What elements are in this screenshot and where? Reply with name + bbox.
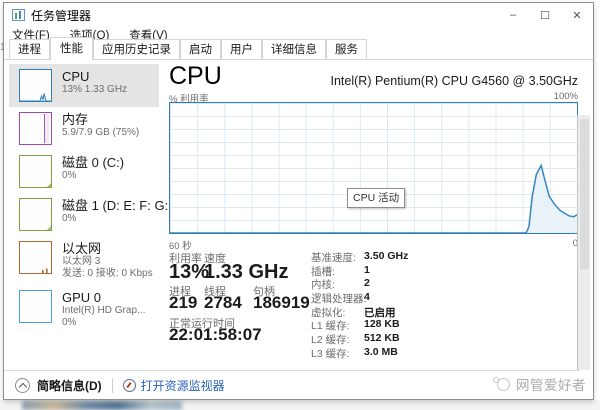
window-title: 任务管理器 (31, 8, 92, 23)
sidebar-item-subline: 0% (62, 317, 77, 328)
graph-y-axis-label: % 利用率 (169, 94, 209, 105)
page-artifact-digit: 1 (0, 42, 6, 53)
cpu-detail-pane: CPU Intel(R) Pentium(R) CPU G4560 @ 3.50… (159, 60, 582, 370)
tab-4[interactable]: 用户 (221, 39, 262, 59)
task-manager-app-icon (12, 9, 25, 21)
cpu-usage-curve (170, 163, 577, 233)
sidebar-item-3[interactable]: 磁盘 1 (D: E: F: G: 0% (9, 193, 169, 236)
cpu-model-text: Intel(R) Pentium(R) CPU G4560 @ 3.50GHz (330, 74, 579, 88)
collapse-details-button[interactable]: 简略信息(D) (37, 378, 102, 393)
stat-label-threads: 线程 (204, 286, 226, 298)
tab-5[interactable]: 详细信息 (262, 39, 326, 59)
spec-row-2: 内核: 2 (311, 277, 370, 292)
pane-title: CPU (169, 62, 222, 90)
graph-tooltip: CPU 活动 (347, 188, 406, 208)
stat-value-handles: 186919 (253, 293, 310, 312)
stat-label-speed: 速度 (204, 253, 226, 265)
minimize-button[interactable]: – (509, 9, 517, 21)
watermark-text: 网管爱好者 (516, 378, 586, 393)
spec-row-3: 逻辑处理器: 4 (311, 291, 370, 306)
stat-label-handles: 句柄 (253, 286, 275, 298)
sidebar-item-0[interactable]: CPU 13% 1.33 GHz (9, 64, 159, 107)
sidebar-item-subline: 0% (62, 170, 77, 181)
spec-row-1: 插槽: 1 (311, 263, 370, 278)
stat-value-speed: 1.33 GHz (204, 261, 289, 283)
sidebar-item-subline: Intel(R) HD Grap... (62, 305, 146, 316)
mini-graph-thumbnail (19, 69, 52, 102)
status-bar: 简略信息(D) 打开资源监视器 (4, 370, 580, 399)
sidebar-item-5[interactable]: GPU 0 Intel(R) HD Grap... 0% (9, 285, 159, 334)
task-manager-window: 任务管理器 – ☐ ✕ 文件(F) 选项(O) 查看(V) 进程 性能 应用历史记录 启动… (3, 2, 594, 400)
sidebar-item-subline: 发送: 0 接收: 0 Kbps (62, 268, 153, 279)
sidebar-item-subline: 5.9/7.9 GB (75%) (62, 127, 140, 138)
stat-label-processes: 进程 (169, 286, 191, 298)
graph-y-max-label: 100% (553, 91, 578, 102)
sidebar-item-2[interactable]: 磁盘 0 (C:) 0% (9, 150, 159, 193)
title-bar[interactable]: 任务管理器 – ☐ ✕ (4, 3, 593, 27)
vertical-scrollbar[interactable] (577, 115, 590, 370)
mini-graph-thumbnail (19, 198, 52, 231)
mini-graph-thumbnail (19, 290, 52, 323)
sidebar-item-title: 内存 (62, 112, 89, 127)
sidebar-item-title: 磁盘 0 (C:) (62, 155, 125, 170)
spec-row-7: L3 缓存: 3.0 MB (311, 345, 398, 360)
sidebar-item-1[interactable]: 内存 5.9/7.9 GB (75%) (9, 107, 159, 150)
performance-tab-content: CPU 13% 1.33 GHz 内存 5.9/7.9 GB (75%) 磁盘 0 … (4, 60, 593, 370)
mini-graph-thumbnail (19, 155, 52, 188)
stat-value-threads: 2784 (204, 293, 242, 312)
cpu-usage-graph[interactable]: CPU 活动 (169, 102, 578, 234)
cpu-spec-list: 基准速度: 3.50 GHz 插槽: 1 内核: 2 逻辑处理器: 4 虚拟化: 已启用 L1 缓存… (311, 250, 408, 360)
resource-monitor-icon (122, 378, 136, 392)
performance-sidebar: CPU 13% 1.33 GHz 内存 5.9/7.9 GB (75%) 磁盘 0 … (9, 60, 169, 370)
sidebar-item-title: CPU (62, 69, 90, 84)
mini-graph-thumbnail (19, 241, 52, 274)
watermark-logo-icon (493, 376, 510, 392)
desktop-background-strip (0, 400, 600, 410)
tab-6[interactable]: 服务 (326, 39, 367, 59)
watermark: 网管爱好者 (493, 374, 586, 394)
tab-strip: 进程 性能 应用历史记录 启动 用户 详细信息 服务 (4, 37, 593, 60)
sidebar-item-title: 磁盘 1 (D: E: F: G: (62, 198, 169, 213)
stat-value-uptime: 22:01:58:07 (169, 325, 262, 344)
close-button[interactable]: ✕ (572, 9, 582, 22)
sidebar-item-title: 以太网 (62, 241, 102, 256)
open-resource-monitor-link[interactable]: 打开资源监视器 (140, 378, 225, 393)
footer-separator (111, 377, 113, 393)
stat-label-uptime: 正常运行时间 (169, 318, 235, 330)
sidebar-item-4[interactable]: 以太网 以太网 3 发送: 0 接收: 0 Kbps (9, 236, 159, 285)
graph-x-right-label: 0 (572, 238, 578, 249)
desktop-wallpaper-fragment (22, 401, 182, 410)
tab-2[interactable]: 应用历史记录 (93, 39, 180, 59)
scrollbar-thumb[interactable] (580, 119, 589, 269)
window-controls: – ☐ ✕ (497, 3, 593, 27)
tab-3[interactable]: 启动 (180, 39, 221, 59)
stat-label-utilization: 利用率 (169, 253, 202, 265)
stat-value-utilization: 13% (169, 261, 210, 283)
stat-value-processes: 219 (169, 293, 198, 312)
collapse-details-icon[interactable] (15, 377, 30, 393)
tab-1[interactable]: 性能 (50, 37, 93, 60)
mini-graph-thumbnail (19, 112, 52, 145)
spec-row-0: 基准速度: 3.50 GHz (311, 250, 409, 264)
tab-0[interactable]: 进程 (9, 39, 50, 59)
graph-x-left-label: 60 秒 (169, 241, 192, 252)
sidebar-item-subline: 0% (62, 213, 77, 224)
spec-row-5: L1 缓存: 128 KB (311, 318, 400, 333)
sidebar-item-title: GPU 0 (62, 290, 102, 305)
spec-row-6: L2 缓存: 512 KB (311, 332, 400, 347)
spec-row-4: 虚拟化: 已启用 (311, 306, 396, 319)
sidebar-item-subline: 13% 1.33 GHz (62, 84, 128, 95)
maximize-button[interactable]: ☐ (540, 9, 550, 22)
sidebar-item-subline: 以太网 3 (62, 256, 101, 267)
